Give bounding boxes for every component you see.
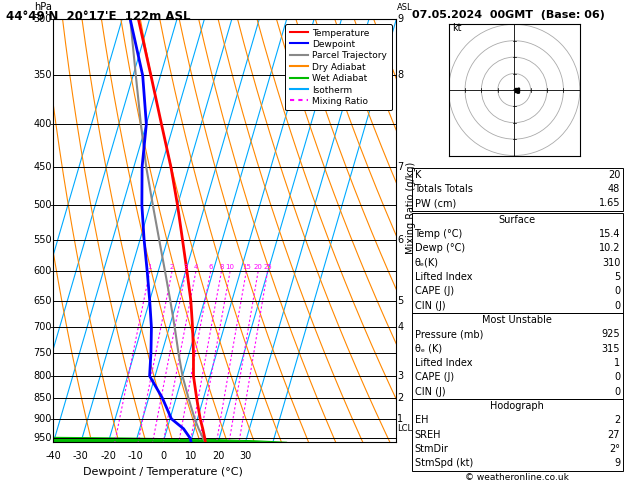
Text: 30: 30 [239,451,252,461]
Text: θₑ(K): θₑ(K) [415,258,438,268]
Text: 8: 8 [397,70,403,81]
Text: CIN (J): CIN (J) [415,300,445,311]
Text: 15.4: 15.4 [599,229,620,239]
Text: 310: 310 [602,258,620,268]
Text: 650: 650 [33,295,52,306]
Text: 25: 25 [263,264,272,270]
Text: 2°: 2° [610,444,620,454]
Text: 1: 1 [397,414,403,424]
Text: hPa: hPa [34,2,52,12]
Text: 950: 950 [33,434,52,443]
Text: 1.65: 1.65 [599,198,620,208]
Text: kt: kt [452,23,462,33]
Text: 900: 900 [34,414,52,424]
Text: 750: 750 [33,347,52,358]
Text: 6: 6 [208,264,213,270]
Text: -30: -30 [73,451,89,461]
Text: Temp (°C): Temp (°C) [415,229,463,239]
Text: 5: 5 [397,295,403,306]
Text: 2: 2 [170,264,174,270]
Text: 2: 2 [397,393,403,403]
Text: 0: 0 [614,386,620,397]
Text: 925: 925 [601,329,620,339]
Text: Dewpoint / Temperature (°C): Dewpoint / Temperature (°C) [83,467,243,477]
Text: StmSpd (kt): StmSpd (kt) [415,458,473,469]
Text: LCL: LCL [397,424,412,433]
Text: © weatheronline.co.uk: © weatheronline.co.uk [465,473,569,482]
Text: 20: 20 [253,264,262,270]
Text: EH: EH [415,415,428,425]
Text: 850: 850 [33,393,52,403]
Point [513,86,523,94]
Text: 9: 9 [397,15,403,24]
Text: PW (cm): PW (cm) [415,198,456,208]
Text: Mixing Ratio (g/kg): Mixing Ratio (g/kg) [406,162,416,254]
Legend: Temperature, Dewpoint, Parcel Trajectory, Dry Adiabat, Wet Adiabat, Isotherm, Mi: Temperature, Dewpoint, Parcel Trajectory… [286,24,392,110]
Text: 0: 0 [614,300,620,311]
Text: K: K [415,170,421,180]
Text: 10: 10 [184,451,197,461]
Text: 1: 1 [614,358,620,368]
Text: StmDir: StmDir [415,444,448,454]
Text: Dewp (°C): Dewp (°C) [415,243,465,253]
Text: -10: -10 [128,451,143,461]
Text: 20: 20 [608,170,620,180]
Text: 15: 15 [242,264,251,270]
Text: 10.2: 10.2 [599,243,620,253]
Text: Totals Totals: Totals Totals [415,184,474,194]
Text: 1: 1 [148,264,152,270]
Text: 800: 800 [34,371,52,381]
Text: -20: -20 [101,451,116,461]
Text: 4: 4 [397,322,403,332]
Text: km
ASL: km ASL [397,0,413,12]
Text: CAPE (J): CAPE (J) [415,372,454,382]
Text: 0: 0 [160,451,166,461]
Text: Lifted Index: Lifted Index [415,272,472,282]
Text: 6: 6 [397,235,403,245]
Text: CAPE (J): CAPE (J) [415,286,454,296]
Text: Lifted Index: Lifted Index [415,358,472,368]
Text: 450: 450 [33,162,52,172]
Text: 500: 500 [33,200,52,210]
Text: 48: 48 [608,184,620,194]
Text: 44°49'N  20°17'E  122m ASL: 44°49'N 20°17'E 122m ASL [6,10,191,23]
Text: 9: 9 [614,458,620,469]
Text: 300: 300 [34,15,52,24]
Text: SREH: SREH [415,430,441,440]
Text: 20: 20 [212,451,224,461]
Text: Hodograph: Hodograph [491,401,544,411]
Text: 4: 4 [194,264,198,270]
Text: 2: 2 [614,415,620,425]
Text: CIN (J): CIN (J) [415,386,445,397]
Text: 400: 400 [34,119,52,129]
Text: 8: 8 [220,264,224,270]
Text: 5: 5 [614,272,620,282]
Text: 550: 550 [33,235,52,245]
Text: 27: 27 [608,430,620,440]
Text: 10: 10 [226,264,235,270]
Text: θₑ (K): θₑ (K) [415,344,442,354]
Text: 07.05.2024  00GMT  (Base: 06): 07.05.2024 00GMT (Base: 06) [412,10,605,20]
Text: Surface: Surface [499,214,536,225]
Text: 0: 0 [614,372,620,382]
Text: 7: 7 [397,162,403,172]
Text: 0: 0 [614,286,620,296]
Text: 3: 3 [184,264,188,270]
Text: 700: 700 [33,322,52,332]
Text: 3: 3 [397,371,403,381]
Text: -40: -40 [45,451,62,461]
Text: 350: 350 [33,70,52,81]
Text: Pressure (mb): Pressure (mb) [415,329,483,339]
Text: 315: 315 [602,344,620,354]
Text: Most Unstable: Most Unstable [482,315,552,325]
Text: 600: 600 [34,266,52,277]
